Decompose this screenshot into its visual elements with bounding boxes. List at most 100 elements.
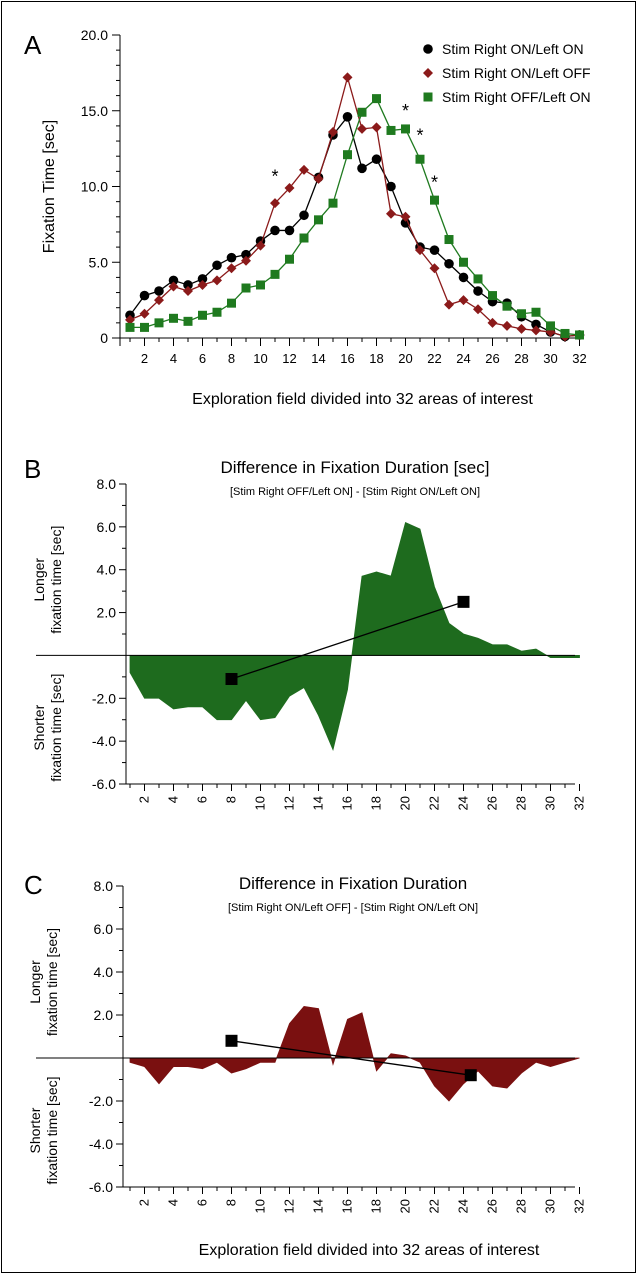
panel-a: A 20.015.010.05.002 4 6 8 10 12 14 16 18 20 22 24 26 2… <box>24 27 591 408</box>
y-tick-label-a: 20.0 <box>81 27 108 43</box>
x-tick-label-b: 20 <box>398 796 413 810</box>
data-point-a <box>313 173 324 184</box>
y-tick-label-c: 8.0 <box>94 878 114 894</box>
data-point-a <box>458 272 469 283</box>
data-point-a <box>531 319 541 330</box>
x-tick-label-c: 4 <box>166 1199 181 1206</box>
data-point-a <box>531 307 541 317</box>
data-point-a <box>139 308 150 319</box>
y-axis-label-lower-b: Shorter <box>31 704 47 750</box>
data-point-a <box>284 225 295 236</box>
x-tick-label-c: 20 <box>398 1199 413 1213</box>
data-point-a <box>168 281 179 292</box>
x-tick-label-c: 30 <box>543 1199 558 1213</box>
panel-c: C Difference in Fixation Duration [Stim Ri… <box>24 870 587 1259</box>
y-tick-label-b: -6.0 <box>92 776 116 792</box>
data-point-a <box>183 286 193 297</box>
trend-endpoint-b <box>457 595 470 608</box>
y-axis-label-a: Fixation Time [sec] <box>41 120 58 253</box>
data-point-a <box>212 307 222 317</box>
data-point-a <box>255 240 266 251</box>
data-point-a <box>140 322 149 332</box>
data-point-a <box>429 245 440 255</box>
x-tick-label-c: 32 <box>572 1199 587 1213</box>
y-tick-label-a: 0 <box>100 330 108 346</box>
data-point-a <box>328 198 338 208</box>
data-point-a <box>458 295 469 306</box>
x-tick-label-b: 8 <box>224 796 239 803</box>
data-point-a <box>197 279 208 290</box>
panel-b: B Difference in Fixation Duration [sec] [S… <box>24 454 587 810</box>
trend-endpoint-c <box>464 1069 477 1082</box>
x-tick-label-c: 22 <box>427 1199 442 1213</box>
data-point-a <box>459 257 468 267</box>
x-tick-label-a: 4 <box>170 351 177 366</box>
data-point-a <box>227 298 236 308</box>
x-tick-label-b: 28 <box>514 796 529 810</box>
data-point-a <box>270 225 280 236</box>
data-point-a <box>516 323 527 334</box>
data-point-a <box>415 154 425 164</box>
data-point-a <box>371 154 382 165</box>
y-tick-label-a: 15.0 <box>81 103 108 119</box>
trend-endpoint-b <box>225 673 238 685</box>
y-tick-label-a: 10.0 <box>81 179 108 195</box>
data-point-a <box>444 258 454 269</box>
y-tick-label-b: 6.0 <box>97 519 117 535</box>
x-tick-label-a: 20 <box>398 351 412 366</box>
x-tick-label-c: 14 <box>311 1199 326 1213</box>
trend-line-c <box>231 1040 471 1076</box>
legend-marker-a <box>423 44 433 54</box>
x-axis-label-a: Exploration field divided into 32 areas … <box>192 391 533 408</box>
data-point-a <box>125 314 135 325</box>
y-tick-label-b: -2.0 <box>92 690 116 706</box>
x-tick-label-b: 32 <box>572 796 587 810</box>
panel-label-a: A <box>24 30 42 60</box>
data-point-a <box>386 125 396 135</box>
data-point-a <box>270 269 280 279</box>
data-point-a <box>371 122 382 133</box>
y-axis-label-upper-b: fixation time [sec] <box>48 526 64 634</box>
data-point-a <box>183 316 193 326</box>
y-tick-label-b: 2.0 <box>97 605 117 621</box>
series-line-a <box>129 74 580 338</box>
x-tick-label-c: 8 <box>224 1199 239 1206</box>
data-point-a <box>342 72 353 83</box>
x-tick-label-a: 8 <box>228 351 235 366</box>
x-tick-label-b: 2 <box>137 796 152 803</box>
data-point-a <box>241 249 251 260</box>
x-axis-label-c: Exploration field divided into 32 areas … <box>199 1242 540 1259</box>
x-tick-label-a: 10 <box>253 351 267 366</box>
data-point-a <box>531 325 541 336</box>
data-point-a <box>444 299 454 310</box>
data-point-a <box>125 322 135 332</box>
significance-asterisk: * <box>402 101 409 121</box>
data-point-a <box>429 263 440 274</box>
trend-endpoint-c <box>225 1034 238 1047</box>
x-tick-label-b: 18 <box>369 796 384 810</box>
data-point-a <box>444 235 454 245</box>
y-axis-label-upper-c: Longer <box>27 960 43 1004</box>
y-tick-label-c: 2.0 <box>94 1007 114 1023</box>
y-tick-label-b: -4.0 <box>92 733 116 749</box>
data-point-a <box>154 318 164 328</box>
difference-area-c <box>129 1005 580 1102</box>
data-point-a <box>473 304 483 315</box>
panel-label-c: C <box>24 870 43 900</box>
data-point-a <box>473 274 483 284</box>
data-point-a <box>357 163 367 174</box>
x-tick-label-b: 14 <box>311 796 326 810</box>
data-point-a <box>241 255 251 266</box>
x-tick-label-a: 18 <box>369 351 383 366</box>
data-point-a <box>270 198 280 209</box>
data-point-a <box>197 274 208 284</box>
x-tick-label-c: 18 <box>369 1199 384 1213</box>
trend-line-b <box>231 601 464 680</box>
y-tick-label-a: 5.0 <box>89 254 109 270</box>
y-tick-label-c: -2.0 <box>89 1093 113 1109</box>
data-point-a <box>502 301 512 311</box>
difference-area-b <box>129 522 580 751</box>
data-point-a <box>299 210 309 221</box>
y-axis-label-upper-b: Longer <box>31 558 47 602</box>
x-tick-label-a: 2 <box>141 351 148 366</box>
